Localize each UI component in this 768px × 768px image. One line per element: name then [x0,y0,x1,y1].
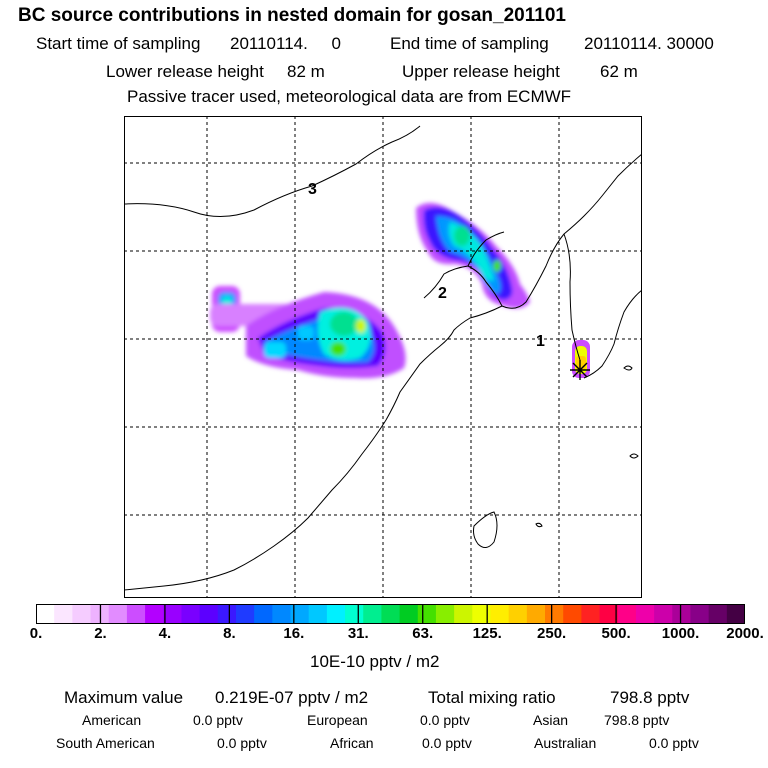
region-asian-label: Asian [533,712,569,728]
colorbar-cell [145,604,164,624]
region-asian-value: 798.8 pptv [604,712,670,728]
colorbar-cell [726,604,745,624]
marker-2: 2 [438,285,447,302]
region-south-american-label: South American [56,735,155,751]
colorbar-cell [290,604,310,624]
colorbar-cell [599,604,619,624]
colorbar-cell [672,604,692,624]
colorbar-cell [345,604,364,624]
colorbar-cell [235,604,255,624]
colorbar-cell [326,604,346,624]
colorbar-cell [417,604,437,624]
marker-3: 3 [308,181,317,198]
colorbar-cell [163,604,183,624]
colorbar-cell [381,604,401,624]
upper-height-value: 62 m [600,62,638,81]
colorbar-cell [654,604,673,624]
colorbar-cell [399,604,419,624]
colorbar-cell [72,604,92,624]
colorbar-cell [490,604,510,624]
concentration-map: 1 2 3 [124,116,642,598]
start-time-value: 20110114. 0 [230,34,341,53]
colorbar-cell [54,604,73,624]
colorbar-tick-label: 2000. [726,625,764,642]
region-african-value: 0.0 pptv [422,735,472,751]
plume-receptor [572,340,590,378]
tracer-note: Passive tracer used, meteorological data… [127,87,572,106]
colorbar-tick-label: 500. [601,625,631,642]
lower-height-label: Lower release height [106,62,264,81]
max-value-label: Maximum value [64,688,184,707]
colorbar-cell [581,604,601,624]
end-time-value: 20110114. 30000 [584,34,714,53]
colorbar-cell [454,604,473,624]
colorbar-tick-label: 1000. [661,625,700,642]
colorbar-cell [181,604,201,624]
colorbar-tick-label: 125. [472,625,502,642]
colorbar-cell [563,604,582,624]
colorbar-cell [545,604,564,624]
colorbar-tick-label: 0. [29,625,43,642]
colorbar-cell [435,604,455,624]
colorbar-tick-label: 63. [412,625,434,642]
colorbar-tick-label: 2. [94,625,107,642]
colorbar-cell [472,604,492,624]
colorbar-tick-label: 4. [158,625,172,642]
region-american-value: 0.0 pptv [193,712,243,728]
colorbar-cell [254,604,273,624]
plume-west [210,286,406,379]
colorbar-tick-label: 250. [537,625,567,642]
colorbar-cell [690,604,710,624]
colorbar-cell [617,604,637,624]
colorbar-tick-label: 16. [283,625,305,642]
colorbar-tick-label: 31. [347,625,369,642]
region-european-label: European [307,712,368,728]
graticule [124,116,642,598]
colorbar-unit: 10E-10 pptv / m2 [310,652,440,671]
region-american-label: American [82,712,142,728]
colorbar-cell [126,604,146,624]
region-australian-label: Australian [534,735,597,751]
end-time-label: End time of sampling [390,34,549,53]
colorbar-cell [708,604,728,624]
colorbar-cell [272,604,292,624]
max-value: 0.219E-07 pptv / m2 [215,688,369,707]
lower-height-value: 82 m [287,62,325,81]
region-african-label: African [330,735,374,751]
colorbar-cell [526,604,546,624]
colorbar-cell [508,604,528,624]
colorbar-cell [36,604,55,624]
total-mixing-value: 798.8 pptv [610,688,690,707]
colorbar-cell [199,604,219,624]
region-australian-value: 0.0 pptv [649,735,699,751]
colorbar [36,604,745,624]
colorbar-cell [363,604,383,624]
region-european-value: 0.0 pptv [420,712,470,728]
upper-height-label: Upper release height [402,62,560,81]
receptor-star-icon [570,360,590,380]
total-mixing-label: Total mixing ratio [428,688,556,707]
coastlines [124,125,642,591]
marker-1: 1 [536,333,545,350]
plot-title: BC source contributions in nested domain… [18,5,566,26]
region-south-american-value: 0.0 pptv [217,735,267,751]
colorbar-cell [308,604,328,624]
colorbar-cell [108,604,128,624]
colorbar-tick-label: 8. [223,625,236,642]
colorbar-cell [635,604,655,624]
start-time-label: Start time of sampling [36,34,201,53]
colorbar-cell [217,604,237,624]
